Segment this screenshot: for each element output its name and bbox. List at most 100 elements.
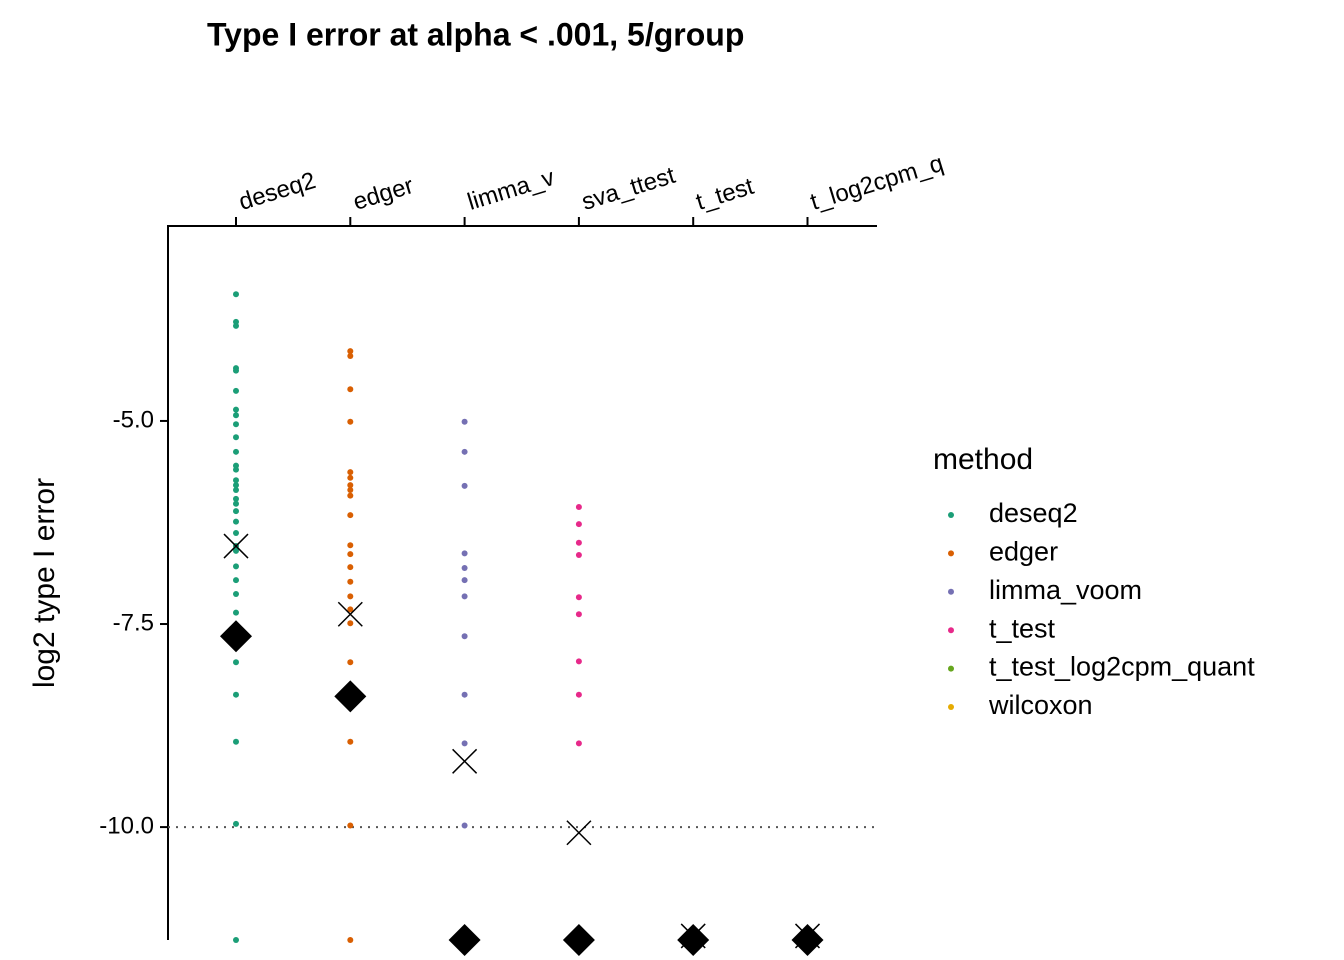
data-point <box>461 577 468 584</box>
legend-title: method <box>933 443 1033 476</box>
y-axis-label: log2 type I error <box>28 478 61 688</box>
legend-label: t_test <box>989 613 1056 643</box>
data-point <box>347 937 354 943</box>
legend-key <box>948 588 954 595</box>
median-diamond <box>220 620 252 653</box>
data-point <box>233 577 239 584</box>
data-point <box>575 611 582 618</box>
median-diamond <box>334 680 367 713</box>
data-point <box>233 738 239 745</box>
median-diamond <box>562 924 595 956</box>
data-point <box>575 539 582 546</box>
median-diamond <box>448 924 481 956</box>
legend-label: wilcoxon <box>988 690 1093 720</box>
data-point <box>233 477 239 484</box>
legend-key <box>948 512 954 518</box>
data-point <box>233 508 239 515</box>
data-point <box>347 474 354 481</box>
mean-cross <box>794 923 821 949</box>
data-point <box>347 482 354 489</box>
x-tick-label: t_test <box>693 173 757 216</box>
median-diamond <box>791 924 824 956</box>
data-point <box>461 418 468 425</box>
mean-cross <box>223 533 249 559</box>
data-point <box>347 578 354 585</box>
data-point <box>347 486 354 493</box>
data-point <box>233 691 239 698</box>
data-point <box>233 820 239 827</box>
data-point <box>233 609 239 616</box>
data-point <box>347 348 354 355</box>
data-point <box>347 551 354 558</box>
data-point <box>347 386 354 393</box>
data-point <box>347 542 354 549</box>
data-point <box>347 738 354 745</box>
data-point <box>233 937 239 943</box>
data-point <box>233 412 239 419</box>
data-point <box>233 590 239 597</box>
legend-key <box>948 665 954 672</box>
data-point <box>233 406 239 413</box>
data-point <box>233 659 239 666</box>
y-tick-label: -5.0 <box>113 406 154 433</box>
data-point <box>233 291 239 298</box>
data-point <box>233 500 239 507</box>
data-point <box>575 504 582 511</box>
data-point <box>347 512 354 519</box>
data-point <box>575 594 582 601</box>
data-point <box>347 606 354 613</box>
data-point <box>233 486 239 493</box>
mean-cross <box>452 748 478 774</box>
data-point <box>461 593 468 600</box>
legend-label: edger <box>989 537 1058 567</box>
x-tick-label: edger <box>350 172 417 216</box>
data-point <box>233 547 239 554</box>
chart-title: Type I error at alpha < .001, 5/group <box>207 16 744 52</box>
legend-key <box>948 704 954 710</box>
data-point <box>347 620 354 627</box>
x-tick-label: deseq2 <box>236 167 319 216</box>
x-tick-label: t_log2cpm_q <box>807 150 946 216</box>
data-point <box>461 550 468 557</box>
data-point <box>575 551 582 558</box>
data-point <box>575 691 582 698</box>
data-point <box>233 367 239 374</box>
data-point <box>347 352 354 359</box>
data-point <box>461 822 468 829</box>
data-point <box>461 564 468 571</box>
data-point <box>347 564 354 571</box>
data-point <box>347 822 354 829</box>
legend-label: deseq2 <box>989 498 1078 528</box>
median-diamond <box>677 924 710 956</box>
data-point <box>347 418 354 425</box>
mean-cross <box>337 601 363 627</box>
data-point <box>575 740 582 747</box>
mean-cross <box>566 820 592 846</box>
data-point <box>575 658 582 665</box>
data-point <box>233 387 239 394</box>
data-point <box>233 495 239 502</box>
data-point <box>461 482 468 489</box>
data-point <box>233 322 239 329</box>
data-point <box>233 434 239 441</box>
data-point <box>233 482 239 489</box>
mean-cross <box>680 923 706 949</box>
data-point <box>233 421 239 428</box>
data-point <box>233 448 239 455</box>
data-point <box>461 633 468 640</box>
data-point <box>461 740 468 747</box>
legend-label: t_test_log2cpm_quant <box>989 652 1255 682</box>
data-point <box>233 530 239 537</box>
data-point <box>347 469 354 476</box>
data-point <box>347 492 354 499</box>
data-point <box>461 448 468 455</box>
x-tick-label: sva_ttest <box>579 162 679 216</box>
data-point <box>347 659 354 666</box>
data-point <box>233 518 239 525</box>
legend-key <box>948 627 954 634</box>
legend-label: limma_voom <box>989 575 1142 605</box>
data-point <box>233 563 239 570</box>
data-point <box>461 691 468 698</box>
legend-key <box>948 550 954 557</box>
